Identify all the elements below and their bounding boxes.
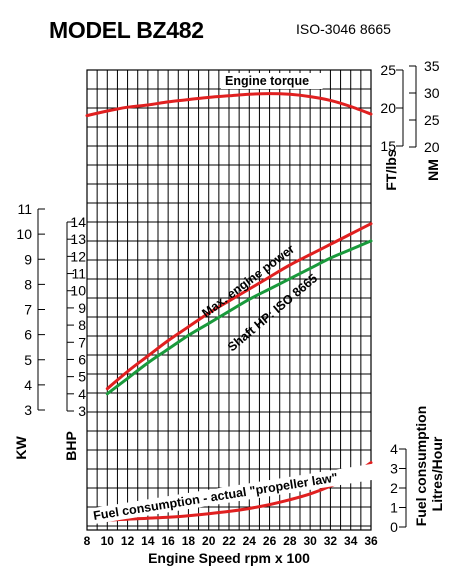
- fuel-tick-label: 1: [390, 500, 398, 516]
- engine-torque-label: Engine torque: [225, 74, 309, 88]
- kw-tick-label: 6: [24, 327, 32, 343]
- plot-frame: [86, 69, 372, 531]
- shaft-hp-line: [105, 239, 373, 396]
- kw-tick-label: 10: [16, 226, 32, 242]
- bhp-tick-label: 4: [78, 386, 86, 402]
- kw-tick-label: 4: [24, 377, 32, 393]
- chart-standard: ISO-3046 8665: [296, 21, 391, 37]
- max-engine-power-line: [105, 222, 373, 391]
- engine-torque-line: [85, 92, 373, 118]
- nm-tick-label: 20: [424, 139, 440, 155]
- x-tick-label: 32: [324, 534, 338, 548]
- kw-tick-label: 3: [24, 402, 32, 418]
- fuel-tick-label: 0: [390, 519, 398, 535]
- x-tick-label: 26: [263, 534, 277, 548]
- kw-tick-label: 7: [24, 302, 32, 318]
- nm-axis-title: NM: [425, 159, 441, 181]
- x-tick-label: 12: [121, 534, 135, 548]
- fuel-tick-label: 4: [390, 441, 398, 457]
- kw-tick-label: 5: [24, 352, 32, 368]
- x-tick-label: 14: [141, 534, 155, 548]
- bhp-tick-label: 10: [70, 283, 86, 299]
- nm-tick-label: 30: [424, 85, 440, 101]
- bhp-tick-label: 5: [78, 369, 86, 385]
- chart-title: MODEL BZ482: [49, 17, 204, 43]
- x-tick-label: 30: [303, 534, 317, 548]
- bhp-tick-label: 14: [70, 214, 86, 230]
- engine-torque-label-bg: [221, 73, 323, 89]
- x-tick-label: 36: [364, 534, 378, 548]
- bhp-tick-label: 6: [78, 351, 86, 367]
- fuel-tick-label: 3: [390, 461, 398, 477]
- bhp-tick-label: 7: [78, 334, 86, 350]
- x-tick-label: 18: [182, 534, 196, 548]
- nm-tick-label: 25: [424, 112, 440, 128]
- bhp-tick-label: 12: [70, 248, 86, 264]
- bhp-axis-title: BHP: [63, 431, 79, 461]
- bhp-tick-label: 8: [78, 317, 86, 333]
- ftlbs-tick-label: 25: [380, 62, 396, 78]
- ftlbs-tick-label: 20: [380, 100, 396, 116]
- kw-tick-label: 8: [24, 276, 32, 292]
- x-tick-label: 28: [283, 534, 297, 548]
- bhp-tick-label: 9: [78, 300, 86, 316]
- x-tick-label: 34: [344, 534, 358, 548]
- fuel-axis-title: Litres/Hour: [429, 436, 445, 511]
- ftlbs-tick-label: 15: [380, 138, 396, 154]
- grid: [86, 69, 372, 531]
- x-tick-label: 10: [101, 534, 115, 548]
- bhp-tick-label: 11: [71, 266, 86, 282]
- ftlbs-axis-title: FT/lbs: [383, 149, 399, 190]
- bhp-tick-label: 13: [70, 231, 86, 247]
- fuel-axis-title: Fuel consumption: [413, 406, 429, 527]
- x-tick-label: 20: [202, 534, 216, 548]
- x-tick-label: 8: [84, 534, 91, 548]
- x-tick-label: 24: [243, 534, 257, 548]
- x-axis-label: Engine Speed rpm x 100: [148, 550, 310, 566]
- nm-tick-label: 35: [424, 58, 440, 74]
- kw-tick-label: 9: [24, 251, 32, 267]
- fuel-consumption-label-bg: [88, 461, 391, 525]
- fuel-tick-label: 2: [390, 480, 398, 496]
- x-tick-label: 16: [161, 534, 175, 548]
- x-tick-label: 22: [222, 534, 236, 548]
- kw-axis-title: KW: [13, 436, 29, 460]
- bhp-tick-label: 3: [78, 403, 86, 419]
- kw-tick-label: 11: [17, 201, 32, 217]
